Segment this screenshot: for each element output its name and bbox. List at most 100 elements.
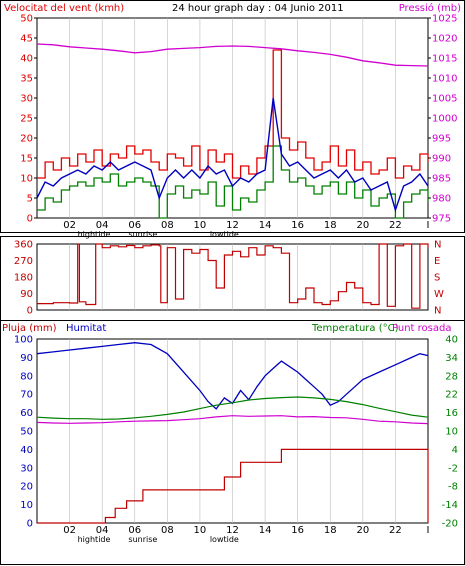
- avg-wind-series-line: [36, 97, 429, 213]
- hour-tick-label: I: [427, 220, 430, 231]
- wind-tick-label: 35: [20, 74, 33, 85]
- compass-tick-label: W: [434, 289, 444, 300]
- hour-tick-label: 14: [259, 525, 272, 536]
- hour-tick-label: I: [427, 525, 430, 536]
- pressure-tick-label: 1005: [432, 94, 457, 105]
- humidity-tick-label: 90: [20, 353, 33, 364]
- temperature-tick-label: -2: [448, 463, 458, 474]
- chart-marks: [36, 43, 429, 524]
- pressure-tick-label: 990: [432, 154, 451, 165]
- dew-point-series-line: [36, 415, 429, 425]
- wind-tick-label: 30: [20, 94, 33, 105]
- compass-tick-label: S: [434, 273, 440, 284]
- humidity-tick-label: 50: [20, 427, 33, 438]
- wind-tick-label: 50: [20, 14, 33, 25]
- temperature-tick-label: -20: [442, 519, 458, 530]
- temperature-tick-label: 4: [452, 445, 458, 456]
- pressure-tick-label: 1015: [432, 54, 457, 65]
- pressure-tick-label: 1010: [432, 74, 457, 85]
- humidity-tick-label: 20: [20, 482, 33, 493]
- pressure-tick-label: 1000: [432, 114, 457, 125]
- hour-tick-label: 06: [128, 525, 141, 536]
- temperature-series-line: [36, 396, 429, 420]
- hour-tick-label: 04: [96, 220, 109, 231]
- pressure-tick-label: 995: [432, 134, 451, 145]
- direction-tick-label: 90: [20, 289, 33, 300]
- hour-tick-label: 20: [356, 525, 369, 536]
- hour-tick-label: 04: [96, 525, 109, 536]
- graph-title: 24 hour graph day : 04 Junio 2011: [172, 3, 344, 14]
- event-label-sunrise: sunrise: [128, 535, 157, 544]
- temperature-tick-label: -14: [442, 500, 458, 511]
- temperature-tick-label: 34: [445, 353, 458, 364]
- humidity-tick-label: 0: [27, 519, 33, 530]
- hour-tick-label: 02: [63, 525, 76, 536]
- compass-tick-label: N: [434, 240, 441, 251]
- temperature-label: Temperatura (°C): [311, 323, 399, 334]
- hour-tick-label: 10: [194, 525, 207, 536]
- hour-tick-label: 14: [259, 220, 272, 231]
- hour-tick-label: 12: [226, 525, 239, 536]
- hour-tick-label: 16: [291, 220, 304, 231]
- wind-tick-label: 5: [27, 194, 33, 205]
- temperature-tick-label: 10: [445, 427, 458, 438]
- rain-axis-label: Pluja (mm): [2, 323, 57, 334]
- humidity-tick-label: 30: [20, 463, 33, 474]
- pressure-tick-label: 980: [432, 194, 451, 205]
- humidity-tick-label: 80: [20, 371, 33, 382]
- direction-tick-label: 360: [14, 240, 33, 251]
- hour-tick-label: 18: [324, 220, 337, 231]
- temperature-tick-label: 40: [445, 335, 458, 346]
- pressure-tick-label: 985: [432, 174, 451, 185]
- humidity-tick-label: 10: [20, 500, 33, 511]
- dew-point-label: Punt rosada: [392, 323, 451, 334]
- hour-tick-label: 06: [128, 220, 141, 231]
- hour-tick-label: 08: [161, 525, 174, 536]
- hour-tick-label: 08: [161, 220, 174, 231]
- direction-tick-label: 0: [27, 306, 33, 317]
- hour-tick-label: 10: [194, 220, 207, 231]
- hour-tick-label: 12: [226, 220, 239, 231]
- pressure-series-line: [36, 43, 429, 67]
- wind-axis-label: Velocitat del vent (kmh): [4, 3, 124, 14]
- pressure-tick-label: 975: [432, 214, 451, 225]
- humidity-tick-label: 60: [20, 408, 33, 419]
- pressure-tick-label: 1020: [432, 34, 457, 45]
- pressure-tick-label: 1025: [432, 14, 457, 25]
- wind-tick-label: 0: [27, 214, 33, 225]
- hour-tick-label: 22: [389, 525, 402, 536]
- gust-series-line: [37, 49, 429, 179]
- temperature-tick-label: 16: [445, 408, 458, 419]
- humidity-label: Humitat: [66, 323, 106, 334]
- direction-tick-label: 180: [14, 273, 33, 284]
- wind-tick-label: 15: [20, 154, 33, 165]
- rain-series-line: [37, 448, 429, 524]
- direction-tick-label: 270: [14, 256, 33, 267]
- direction-series-line: [37, 243, 429, 309]
- min-wind-series-line: [37, 145, 429, 219]
- hour-tick-label: 16: [291, 525, 304, 536]
- humidity-series-line: [36, 342, 429, 410]
- event-label-hightide: hightide: [78, 535, 111, 544]
- hour-tick-label: 22: [389, 220, 402, 231]
- temperature-tick-label: -8: [448, 482, 458, 493]
- humidity-tick-label: 70: [20, 390, 33, 401]
- temperature-tick-label: 22: [445, 390, 458, 401]
- event-label-lowtide: lowtide: [210, 535, 239, 544]
- wind-tick-label: 25: [20, 114, 33, 125]
- hour-tick-label: 02: [63, 220, 76, 231]
- compass-tick-label: N: [434, 306, 441, 317]
- hour-tick-label: 18: [324, 525, 337, 536]
- humidity-tick-label: 40: [20, 445, 33, 456]
- event-label-sunrise: sunrise: [128, 230, 157, 239]
- compass-tick-label: E: [434, 256, 440, 267]
- temperature-tick-label: 28: [445, 371, 458, 382]
- pressure-axis-label: Pressió (mb): [399, 2, 461, 14]
- hour-tick-label: 20: [356, 220, 369, 231]
- event-label-hightide: hightide: [78, 230, 111, 239]
- humidity-tick-label: 100: [14, 335, 33, 346]
- wind-tick-label: 45: [20, 34, 33, 45]
